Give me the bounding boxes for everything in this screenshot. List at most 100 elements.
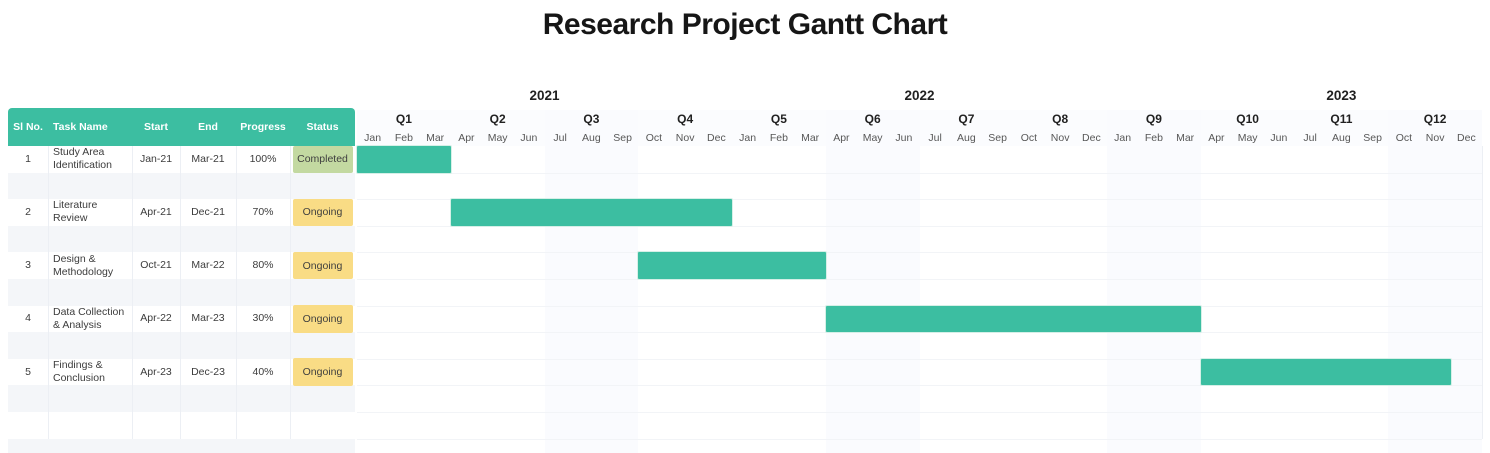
month-label: Nov xyxy=(675,132,695,144)
table-header-sl-no-: Sl No. xyxy=(8,108,48,146)
gantt-bar-task-5 xyxy=(1200,358,1451,386)
month-label: Jun xyxy=(895,132,913,144)
quarter-shaded-band xyxy=(825,110,920,453)
quarter-shaded-band xyxy=(544,110,639,453)
month-label: Mar xyxy=(1176,132,1195,144)
task-progress: 100% xyxy=(249,152,277,165)
quarter-label-q2: Q2 xyxy=(489,112,506,126)
task-name: Literature Review xyxy=(53,199,98,225)
table-header-task-name: Task Name xyxy=(48,108,132,146)
task-name: Data Collection & Analysis xyxy=(53,305,125,331)
month-label: Sep xyxy=(988,132,1007,144)
quarter-label-q12: Q12 xyxy=(1423,112,1447,126)
status-badge-completed: Completed xyxy=(292,145,353,174)
month-label: Mar xyxy=(426,132,445,144)
table-row-stripe xyxy=(8,279,355,306)
month-label: Jul xyxy=(553,132,567,144)
month-label: Sep xyxy=(1363,132,1382,144)
table-header-status: Status xyxy=(290,108,355,146)
status-badge-ongoing: Ongoing xyxy=(292,198,353,227)
status-badge-ongoing: Ongoing xyxy=(292,305,353,333)
gantt-bar-task-2 xyxy=(450,199,732,226)
grid-line-horizontal xyxy=(357,279,1482,280)
task-end: Mar-22 xyxy=(191,259,225,272)
month-label: Dec xyxy=(1457,132,1476,144)
month-label: Nov xyxy=(1425,132,1445,144)
table-column-separator xyxy=(180,146,181,439)
month-label: Jan xyxy=(1114,132,1132,144)
task-slno: 4 xyxy=(25,312,31,325)
grid-line-horizontal xyxy=(357,412,1482,413)
task-start: Apr-22 xyxy=(140,312,172,325)
grid-line-horizontal xyxy=(357,438,1482,440)
month-label: May xyxy=(1237,132,1258,144)
task-end: Dec-23 xyxy=(191,365,225,378)
quarter-label-q4: Q4 xyxy=(677,112,694,126)
month-label: Aug xyxy=(957,132,976,144)
task-progress: 40% xyxy=(252,365,274,378)
table-row-stripe xyxy=(8,385,355,412)
grid-line-horizontal xyxy=(357,252,1482,254)
month-label: Oct xyxy=(1395,132,1413,144)
task-slno: 3 xyxy=(25,259,31,272)
month-label: Oct xyxy=(645,132,663,144)
task-start: Oct-21 xyxy=(140,259,172,272)
quarter-label-q5: Q5 xyxy=(770,112,787,126)
task-name: Study Area Identification xyxy=(53,146,112,172)
task-start: Apr-23 xyxy=(140,365,172,378)
month-label: Mar xyxy=(801,132,820,144)
task-end: Mar-21 xyxy=(191,152,225,165)
table-header-end: End xyxy=(180,108,236,146)
table-row-stripe xyxy=(8,172,355,200)
quarter-label-q8: Q8 xyxy=(1052,112,1069,126)
task-end: Dec-21 xyxy=(191,205,225,218)
grid-line-horizontal xyxy=(357,172,1482,174)
month-label: Jun xyxy=(520,132,538,144)
task-name: Findings & Conclusion xyxy=(53,359,105,385)
month-label: Sep xyxy=(613,132,632,144)
table-header-start: Start xyxy=(132,108,180,146)
quarter-label-q10: Q10 xyxy=(1236,112,1259,126)
grid-line-horizontal xyxy=(357,358,1482,360)
year-label-2022: 2022 xyxy=(904,88,935,103)
table-column-separator xyxy=(290,146,291,439)
month-label: Jan xyxy=(364,132,382,144)
month-label: Jul xyxy=(1303,132,1317,144)
month-label: Nov xyxy=(1050,132,1070,144)
grid-line-right-edge xyxy=(1482,146,1483,439)
task-progress: 70% xyxy=(252,205,274,218)
month-label: Aug xyxy=(1332,132,1351,144)
month-label: May xyxy=(862,132,883,144)
month-label: Jan xyxy=(739,132,757,144)
task-start: Apr-21 xyxy=(140,205,172,218)
month-label: Dec xyxy=(707,132,726,144)
table-column-separator xyxy=(236,146,237,439)
task-name: Design & Methodology xyxy=(53,252,114,278)
table-row-stripe xyxy=(8,332,355,359)
month-label: Oct xyxy=(1020,132,1038,144)
task-slno: 5 xyxy=(25,365,31,378)
grid-line-horizontal xyxy=(357,385,1482,387)
quarter-label-q9: Q9 xyxy=(1145,112,1162,126)
table-header-progress: Progress xyxy=(236,108,290,146)
task-slno: 2 xyxy=(25,205,31,218)
grid-line-horizontal xyxy=(357,332,1482,334)
month-label: Feb xyxy=(394,132,413,144)
task-start: Jan-21 xyxy=(139,152,173,165)
table-column-separator xyxy=(132,146,133,439)
quarter-shaded-band xyxy=(1107,110,1201,453)
month-label: Jun xyxy=(1270,132,1288,144)
month-label: Feb xyxy=(769,132,788,144)
task-slno: 1 xyxy=(25,152,31,165)
month-label: Aug xyxy=(582,132,601,144)
month-label: Dec xyxy=(1082,132,1101,144)
task-progress: 30% xyxy=(252,312,274,325)
month-label: May xyxy=(487,132,508,144)
month-label: Feb xyxy=(1144,132,1163,144)
table-column-separator xyxy=(48,146,49,439)
quarter-label-q11: Q11 xyxy=(1330,112,1353,126)
month-label: Apr xyxy=(833,132,850,144)
table-row-stripe xyxy=(8,225,355,253)
